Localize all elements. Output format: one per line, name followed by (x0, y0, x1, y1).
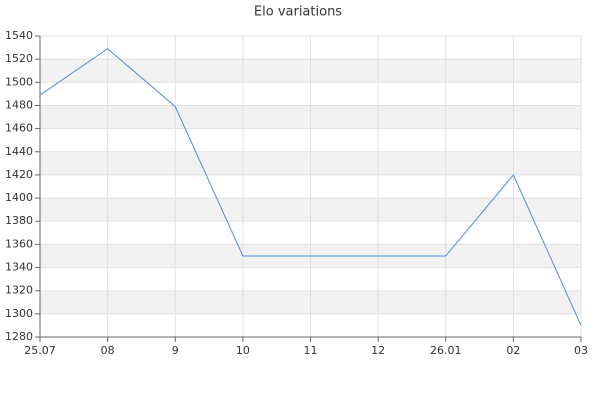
x-tick-label: 9 (172, 344, 179, 357)
x-tick-label: 10 (236, 344, 250, 357)
y-tick-label: 1440 (5, 145, 33, 158)
line-series (39, 48, 582, 326)
x-tick-label: 08 (101, 344, 115, 357)
y-tick-label: 1320 (5, 284, 33, 297)
x-tick-label: 03 (574, 344, 588, 357)
y-tick-label: 1420 (5, 168, 33, 181)
y-tick-label: 1380 (5, 214, 33, 227)
y-tick-label: 1540 (5, 29, 33, 42)
y-tick-label: 1460 (5, 122, 33, 135)
x-tick-label: 02 (506, 344, 520, 357)
x-tick-label: 12 (371, 344, 385, 357)
y-tick-label: 1500 (5, 75, 33, 88)
y-tick-label: 1360 (5, 237, 33, 250)
y-tick-label: 1520 (5, 52, 33, 65)
x-tick-label: 25.07 (24, 344, 56, 357)
y-tick-label: 1480 (5, 98, 33, 111)
y-tick-label: 1340 (5, 261, 33, 274)
chart-title: Elo variations (254, 5, 342, 20)
x-tick-label: 26.01 (430, 344, 462, 357)
y-tick-label: 1300 (5, 307, 33, 320)
y-tick-label: 1280 (5, 330, 33, 343)
y-tick-label: 1400 (5, 191, 33, 204)
x-tick-label: 11 (304, 344, 318, 357)
